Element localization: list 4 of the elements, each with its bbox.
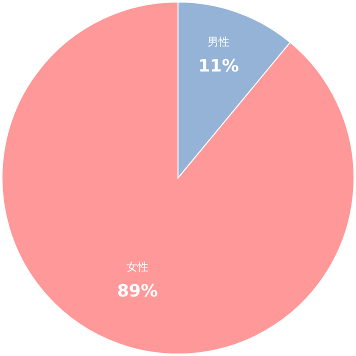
data-label: 89% <box>117 282 158 302</box>
slice-label: 男性 <box>208 35 230 48</box>
data-label: 11% <box>198 56 239 76</box>
slice-label: 女性 <box>126 260 148 274</box>
